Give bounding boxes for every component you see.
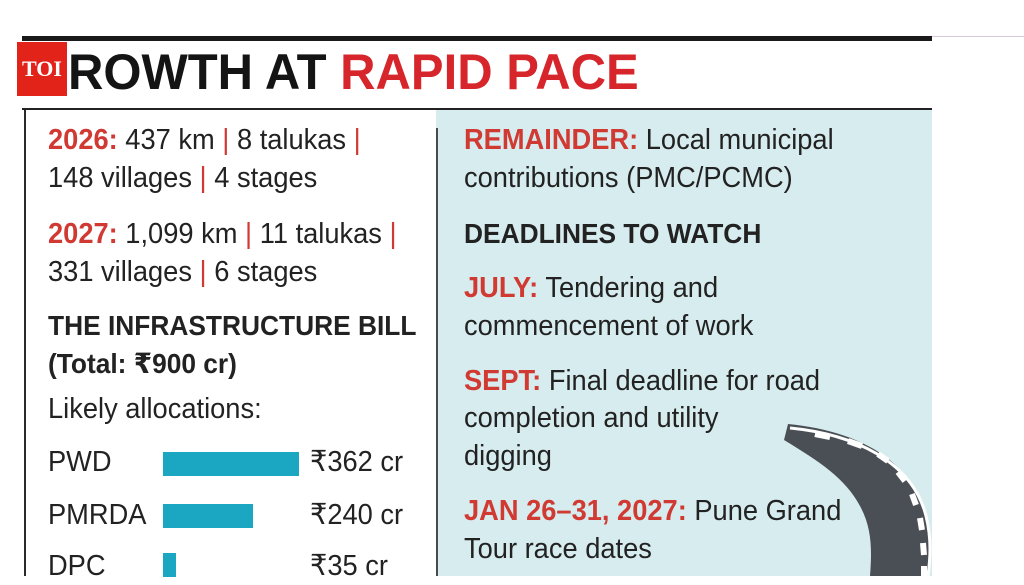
jan-line1: JAN 26–31, 2027: Pune Grand: [464, 492, 841, 530]
sept-label: SEPT:: [464, 365, 542, 397]
road-illustration-icon: [784, 424, 932, 576]
stages-2026: 4 stages: [214, 162, 318, 194]
july-text-1: Tendering and: [545, 272, 719, 304]
km-2026: 437 km: [125, 124, 215, 156]
year-2027-label: 2027:: [48, 218, 118, 250]
headline-part-black: ROWTH AT: [68, 44, 341, 100]
bill-title: THE INFRASTRUCTURE BILL: [48, 310, 417, 341]
deadlines-title: DEADLINES TO WATCH: [464, 218, 762, 249]
likely-allocations-label: Likely allocations:: [48, 393, 262, 425]
sept-text-1: Final deadline for road: [548, 365, 821, 397]
remainder-label: REMAINDER:: [464, 124, 639, 156]
villages-2026: 148 villages: [48, 162, 192, 194]
alloc-name-dpc: DPC: [48, 550, 106, 582]
july-line2: commencement of work: [464, 310, 754, 342]
alloc-amount-pwd: ₹362 cr: [310, 446, 404, 478]
sept-line2: completion and utility: [464, 402, 719, 434]
stat-2027-line1: 2027: 1,099 km | 11 talukas |: [48, 218, 397, 250]
july-label: JULY:: [464, 272, 539, 304]
alloc-amount-pmrda: ₹240 cr: [310, 499, 404, 531]
top-rule: [22, 36, 932, 41]
remainder-line2: contributions (PMC/PCMC): [464, 162, 793, 194]
alloc-name-pmrda: PMRDA: [48, 499, 147, 531]
jan-line2: Tour race dates: [464, 533, 652, 565]
remainder-text-1: Local municipal: [645, 124, 834, 156]
alloc-bar-pwd: [163, 452, 299, 476]
stages-2027: 6 stages: [214, 256, 318, 288]
talukas-2027: 11 talukas: [259, 218, 382, 250]
alloc-bar-pmrda: [163, 504, 253, 528]
stat-2026-line1: 2026: 437 km | 8 talukas |: [48, 124, 361, 156]
headline: ROWTH AT RAPID PACE: [68, 42, 639, 102]
stat-2027-line2: 331 villages | 6 stages: [48, 256, 318, 288]
alloc-amount-dpc: ₹35 cr: [310, 550, 388, 582]
bill-total: (Total: ₹900 cr): [48, 348, 237, 379]
talukas-2026: 8 talukas: [236, 124, 347, 156]
remainder-line1: REMAINDER: Local municipal: [464, 121, 834, 159]
villages-2027: 331 villages: [48, 256, 192, 288]
alloc-bar-dpc: [163, 553, 176, 577]
july-line1: JULY: Tendering and: [464, 269, 718, 307]
toi-logo: TOI: [17, 42, 67, 96]
sept-line3: digging: [464, 440, 552, 472]
left-border: [24, 110, 26, 576]
right-panel-background: [436, 110, 932, 576]
headline-underline: [22, 108, 932, 110]
top-rule-extension: [932, 36, 1024, 37]
alloc-name-pwd: PWD: [48, 446, 112, 478]
headline-part-red: RAPID PACE: [340, 44, 639, 100]
sept-line1: SEPT: Final deadline for road: [464, 362, 820, 400]
stat-2026-line2: 148 villages | 4 stages: [48, 162, 318, 194]
column-divider: [436, 128, 438, 576]
year-2026-label: 2026:: [48, 124, 118, 156]
km-2027: 1,099 km: [125, 218, 238, 250]
jan-label: JAN 26–31, 2027:: [464, 495, 687, 527]
jan-text-1: Pune Grand: [694, 495, 842, 527]
